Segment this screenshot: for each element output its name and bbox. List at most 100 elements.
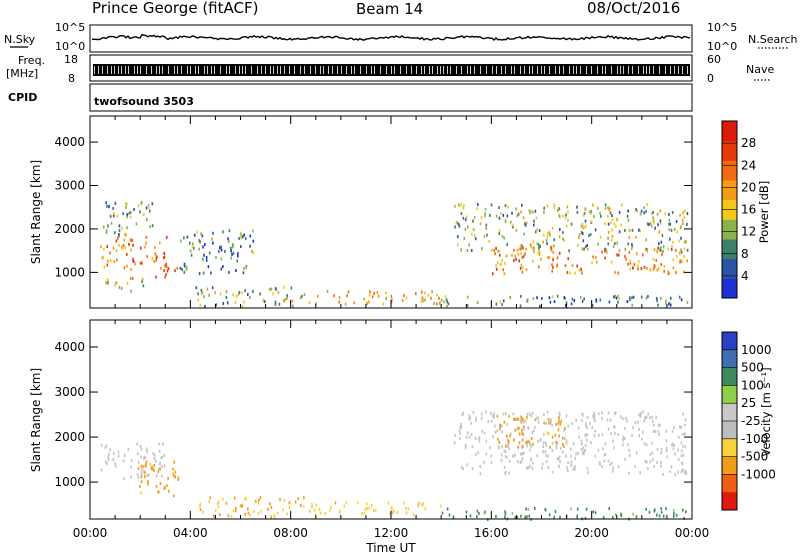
power-cell (683, 247, 686, 251)
power-cell (567, 218, 569, 222)
frequency-gap (678, 66, 679, 74)
velocity-cell (136, 472, 139, 476)
velocity-cell (575, 452, 577, 456)
power-cell (590, 220, 593, 224)
velocity-cell (173, 494, 175, 498)
frequency-gap (687, 66, 688, 74)
frequency-gap (424, 66, 425, 74)
power-cell (503, 272, 506, 276)
velocity-cell (563, 445, 565, 449)
frequency-gap (421, 66, 422, 74)
frequency-gap (190, 66, 191, 74)
frequency-gap (492, 66, 493, 74)
velocity-cell (140, 480, 143, 484)
power-cell (519, 247, 521, 251)
power-cell (115, 281, 118, 285)
velocity-cell (609, 463, 611, 467)
power-cell (183, 236, 185, 240)
power-cell (492, 272, 494, 276)
power-cell (558, 207, 561, 211)
velocity-cell (558, 418, 560, 422)
power-cell (610, 260, 613, 264)
frequency-gap (273, 66, 274, 74)
frequency-gap (638, 66, 639, 74)
power-cell (525, 268, 528, 272)
power-cell (139, 210, 141, 214)
velocity-cell (324, 512, 327, 516)
velocity-cell (560, 419, 562, 423)
date-label: 08/Oct/2016 (587, 0, 680, 17)
frequency-gap (140, 66, 141, 74)
velocity-cell (153, 453, 156, 457)
power-cell (155, 275, 157, 279)
velocity-cell (464, 446, 467, 450)
velocity-cell (531, 431, 534, 434)
frequency-gap (257, 66, 258, 74)
power-cell (141, 277, 144, 281)
power-cell (562, 231, 564, 235)
velocity-cell (548, 421, 550, 425)
power-cell (570, 302, 573, 306)
velocity-cell (601, 433, 604, 437)
power-cell (220, 257, 223, 261)
velocity-cell (583, 449, 585, 453)
velocity-cell (150, 467, 153, 471)
power-cell (539, 304, 541, 308)
velocity-cell (469, 416, 472, 420)
frequency-gap (549, 66, 550, 74)
velocity-cell (604, 442, 607, 446)
frequency-gap (646, 66, 647, 74)
frequency-gap (220, 66, 221, 74)
power-cell (473, 234, 476, 238)
velocity-cell (673, 425, 675, 429)
velocity-cell (302, 505, 305, 509)
velocity-cell (259, 496, 262, 499)
frequency-gap (128, 66, 129, 74)
velocity-cell (555, 422, 557, 426)
velocity-cell (161, 455, 163, 459)
velocity-cell (253, 510, 255, 513)
power-cell (520, 263, 523, 267)
power-cell (581, 299, 584, 303)
power-cell (376, 291, 379, 294)
velocity-cell (601, 411, 603, 415)
velocity-cell (543, 421, 545, 425)
velocity-cell (144, 475, 146, 479)
power-cell (580, 224, 583, 228)
power-colorbar-segment (722, 239, 737, 260)
velocity-cell (499, 426, 501, 430)
power-cell (125, 233, 127, 237)
power-cell (683, 254, 685, 258)
velocity-cell (608, 507, 610, 510)
power-cell (241, 291, 243, 295)
power-cell (143, 213, 145, 216)
power-cell (109, 251, 111, 255)
power-cell (668, 212, 670, 216)
velocity-cell (543, 432, 545, 436)
velocity-cell (137, 460, 140, 464)
velocity-cell (343, 504, 346, 508)
power-cell (553, 238, 556, 242)
velocity-cell (517, 445, 519, 449)
frequency-gap (461, 66, 462, 74)
power-cell (547, 256, 549, 260)
frequency-gap (315, 66, 316, 74)
noise-tick-low-left: 10^0 (55, 40, 85, 53)
power-cell (106, 204, 108, 208)
power-cell (252, 251, 254, 255)
velocity-cell (155, 460, 157, 463)
power-cell (624, 247, 627, 251)
velocity-cell (558, 455, 561, 459)
power-cell (477, 203, 479, 207)
power-cell (241, 304, 244, 308)
power-cell (443, 300, 445, 304)
velocity-cell (544, 450, 547, 454)
power-cell (618, 230, 621, 234)
power-cell (193, 233, 196, 237)
power-cell (536, 242, 539, 246)
velocity-cell (673, 512, 675, 516)
velocity-cell (507, 438, 509, 442)
power-cell (174, 269, 176, 273)
power-cell (203, 295, 205, 299)
power-cell (528, 209, 531, 213)
